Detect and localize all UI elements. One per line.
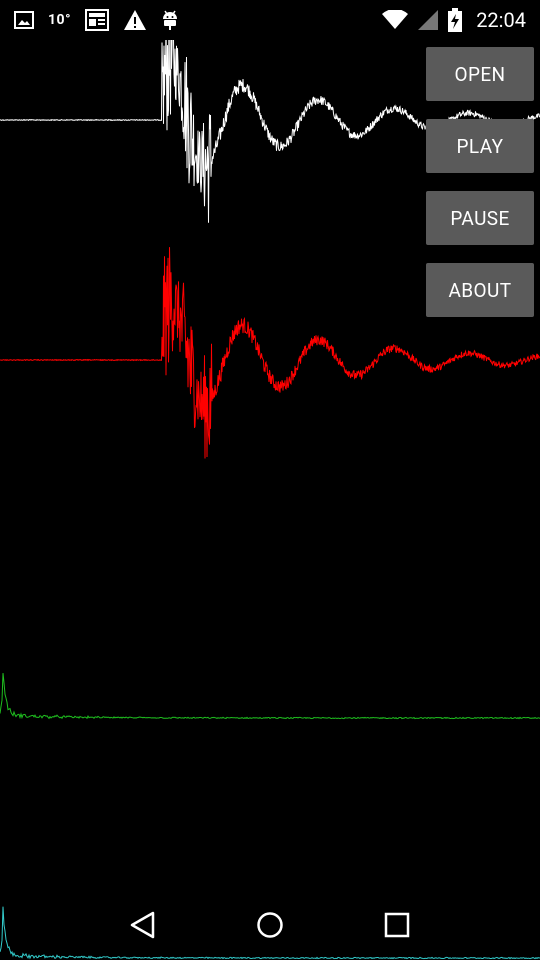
navigation-bar <box>0 890 540 960</box>
play-button[interactable]: PLAY <box>426 119 534 173</box>
back-icon <box>131 911 155 939</box>
recents-icon <box>384 912 409 938</box>
waveform-canvas <box>0 40 540 960</box>
back-button[interactable] <box>113 895 173 955</box>
about-button[interactable]: ABOUT <box>426 263 534 317</box>
recents-button[interactable] <box>367 895 427 955</box>
news-icon <box>85 9 110 31</box>
wifi-icon <box>382 10 409 30</box>
clock-time: 22:04 <box>476 8 526 32</box>
image-icon <box>14 11 34 29</box>
waveform-original-trace <box>0 40 540 223</box>
status-left: 10° <box>14 9 179 31</box>
temperature-label: 10° <box>48 12 72 28</box>
status-right: 22:04 <box>382 8 526 32</box>
warning-icon <box>123 9 147 31</box>
waveform-processed-trace <box>0 247 540 459</box>
spectrum-trace-1 <box>0 673 540 720</box>
android-debug-icon <box>161 9 179 31</box>
waveform-display <box>0 40 540 960</box>
spectrum-trace-2 <box>0 906 540 960</box>
battery-charging-icon <box>448 8 463 32</box>
home-icon <box>257 912 283 938</box>
control-button-stack: OPEN PLAY PAUSE ABOUT <box>426 47 534 317</box>
cell-signal-icon <box>418 10 439 30</box>
status-bar: 10° <box>0 0 540 40</box>
home-button[interactable] <box>240 895 300 955</box>
open-button[interactable]: OPEN <box>426 47 534 101</box>
pause-button[interactable]: PAUSE <box>426 191 534 245</box>
